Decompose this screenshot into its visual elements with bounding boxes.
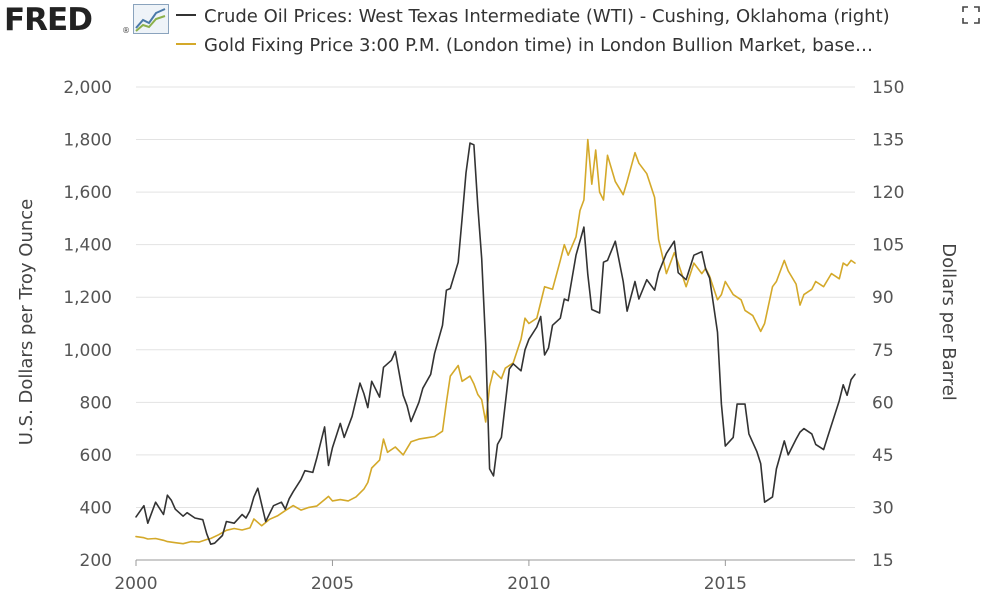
right-tick-label: 15 xyxy=(872,551,894,571)
left-tick-label: 1,000 xyxy=(63,341,112,361)
chart-header: FRED ® Crude Oil Prices: West Texas Inte… xyxy=(0,0,998,64)
left-tick-label: 400 xyxy=(80,498,112,518)
left-axis-title: U.S. Dollars per Troy Ounce xyxy=(16,199,37,446)
left-axis-ticks: 2,000 1,800 1,600 1,400 1,200 1,000 800 600 400 2… xyxy=(63,78,112,571)
left-tick-label: 800 xyxy=(80,393,112,413)
right-tick-label: 75 xyxy=(872,341,894,361)
expand-icon[interactable] xyxy=(962,6,980,24)
right-tick-label: 105 xyxy=(872,236,904,256)
legend-label-gold: Gold Fixing Price 3:00 P.M. (London time… xyxy=(204,35,873,56)
right-tick-label: 150 xyxy=(872,78,904,98)
grid-lines xyxy=(136,86,855,561)
legend-label-oil: Crude Oil Prices: West Texas Intermediat… xyxy=(204,6,890,27)
left-tick-label: 1,400 xyxy=(63,236,112,256)
right-tick-label: 60 xyxy=(872,393,894,413)
registered-mark: ® xyxy=(122,26,130,35)
left-tick-label: 1,600 xyxy=(63,183,112,203)
left-tick-label: 200 xyxy=(80,551,112,571)
right-tick-label: 45 xyxy=(872,446,894,466)
series-line-oil[interactable] xyxy=(135,142,856,546)
left-tick-label: 1,200 xyxy=(63,288,112,308)
x-tick-label: 2005 xyxy=(311,574,354,594)
right-axis-title: Dollars per Barrel xyxy=(938,243,959,401)
right-axis-ticks: 150 135 120 105 90 75 60 45 30 15 xyxy=(872,78,904,571)
right-tick-label: 135 xyxy=(872,131,904,151)
legend-swatch-gold xyxy=(176,43,196,45)
left-tick-label: 600 xyxy=(80,446,112,466)
fred-logo[interactable]: FRED xyxy=(4,2,93,38)
legend-item-gold[interactable]: Gold Fixing Price 3:00 P.M. (London time… xyxy=(176,35,873,59)
right-tick-label: 30 xyxy=(872,498,894,518)
left-tick-label: 1,800 xyxy=(63,131,112,151)
right-tick-label: 90 xyxy=(872,288,894,308)
x-tick-label: 2000 xyxy=(114,574,157,594)
legend-item-oil[interactable]: Crude Oil Prices: West Texas Intermediat… xyxy=(176,6,890,30)
line-graph-icon xyxy=(133,4,169,34)
left-tick-label: 2,000 xyxy=(63,78,112,98)
x-tick-label: 2015 xyxy=(704,574,747,594)
series-layer xyxy=(135,138,856,546)
x-tick-label: 2010 xyxy=(507,574,550,594)
x-axis-ticks: 2000 2005 2010 2015 xyxy=(114,560,747,594)
legend-swatch-oil xyxy=(176,14,196,16)
right-tick-label: 120 xyxy=(872,183,904,203)
series-line-gold[interactable] xyxy=(135,138,856,545)
